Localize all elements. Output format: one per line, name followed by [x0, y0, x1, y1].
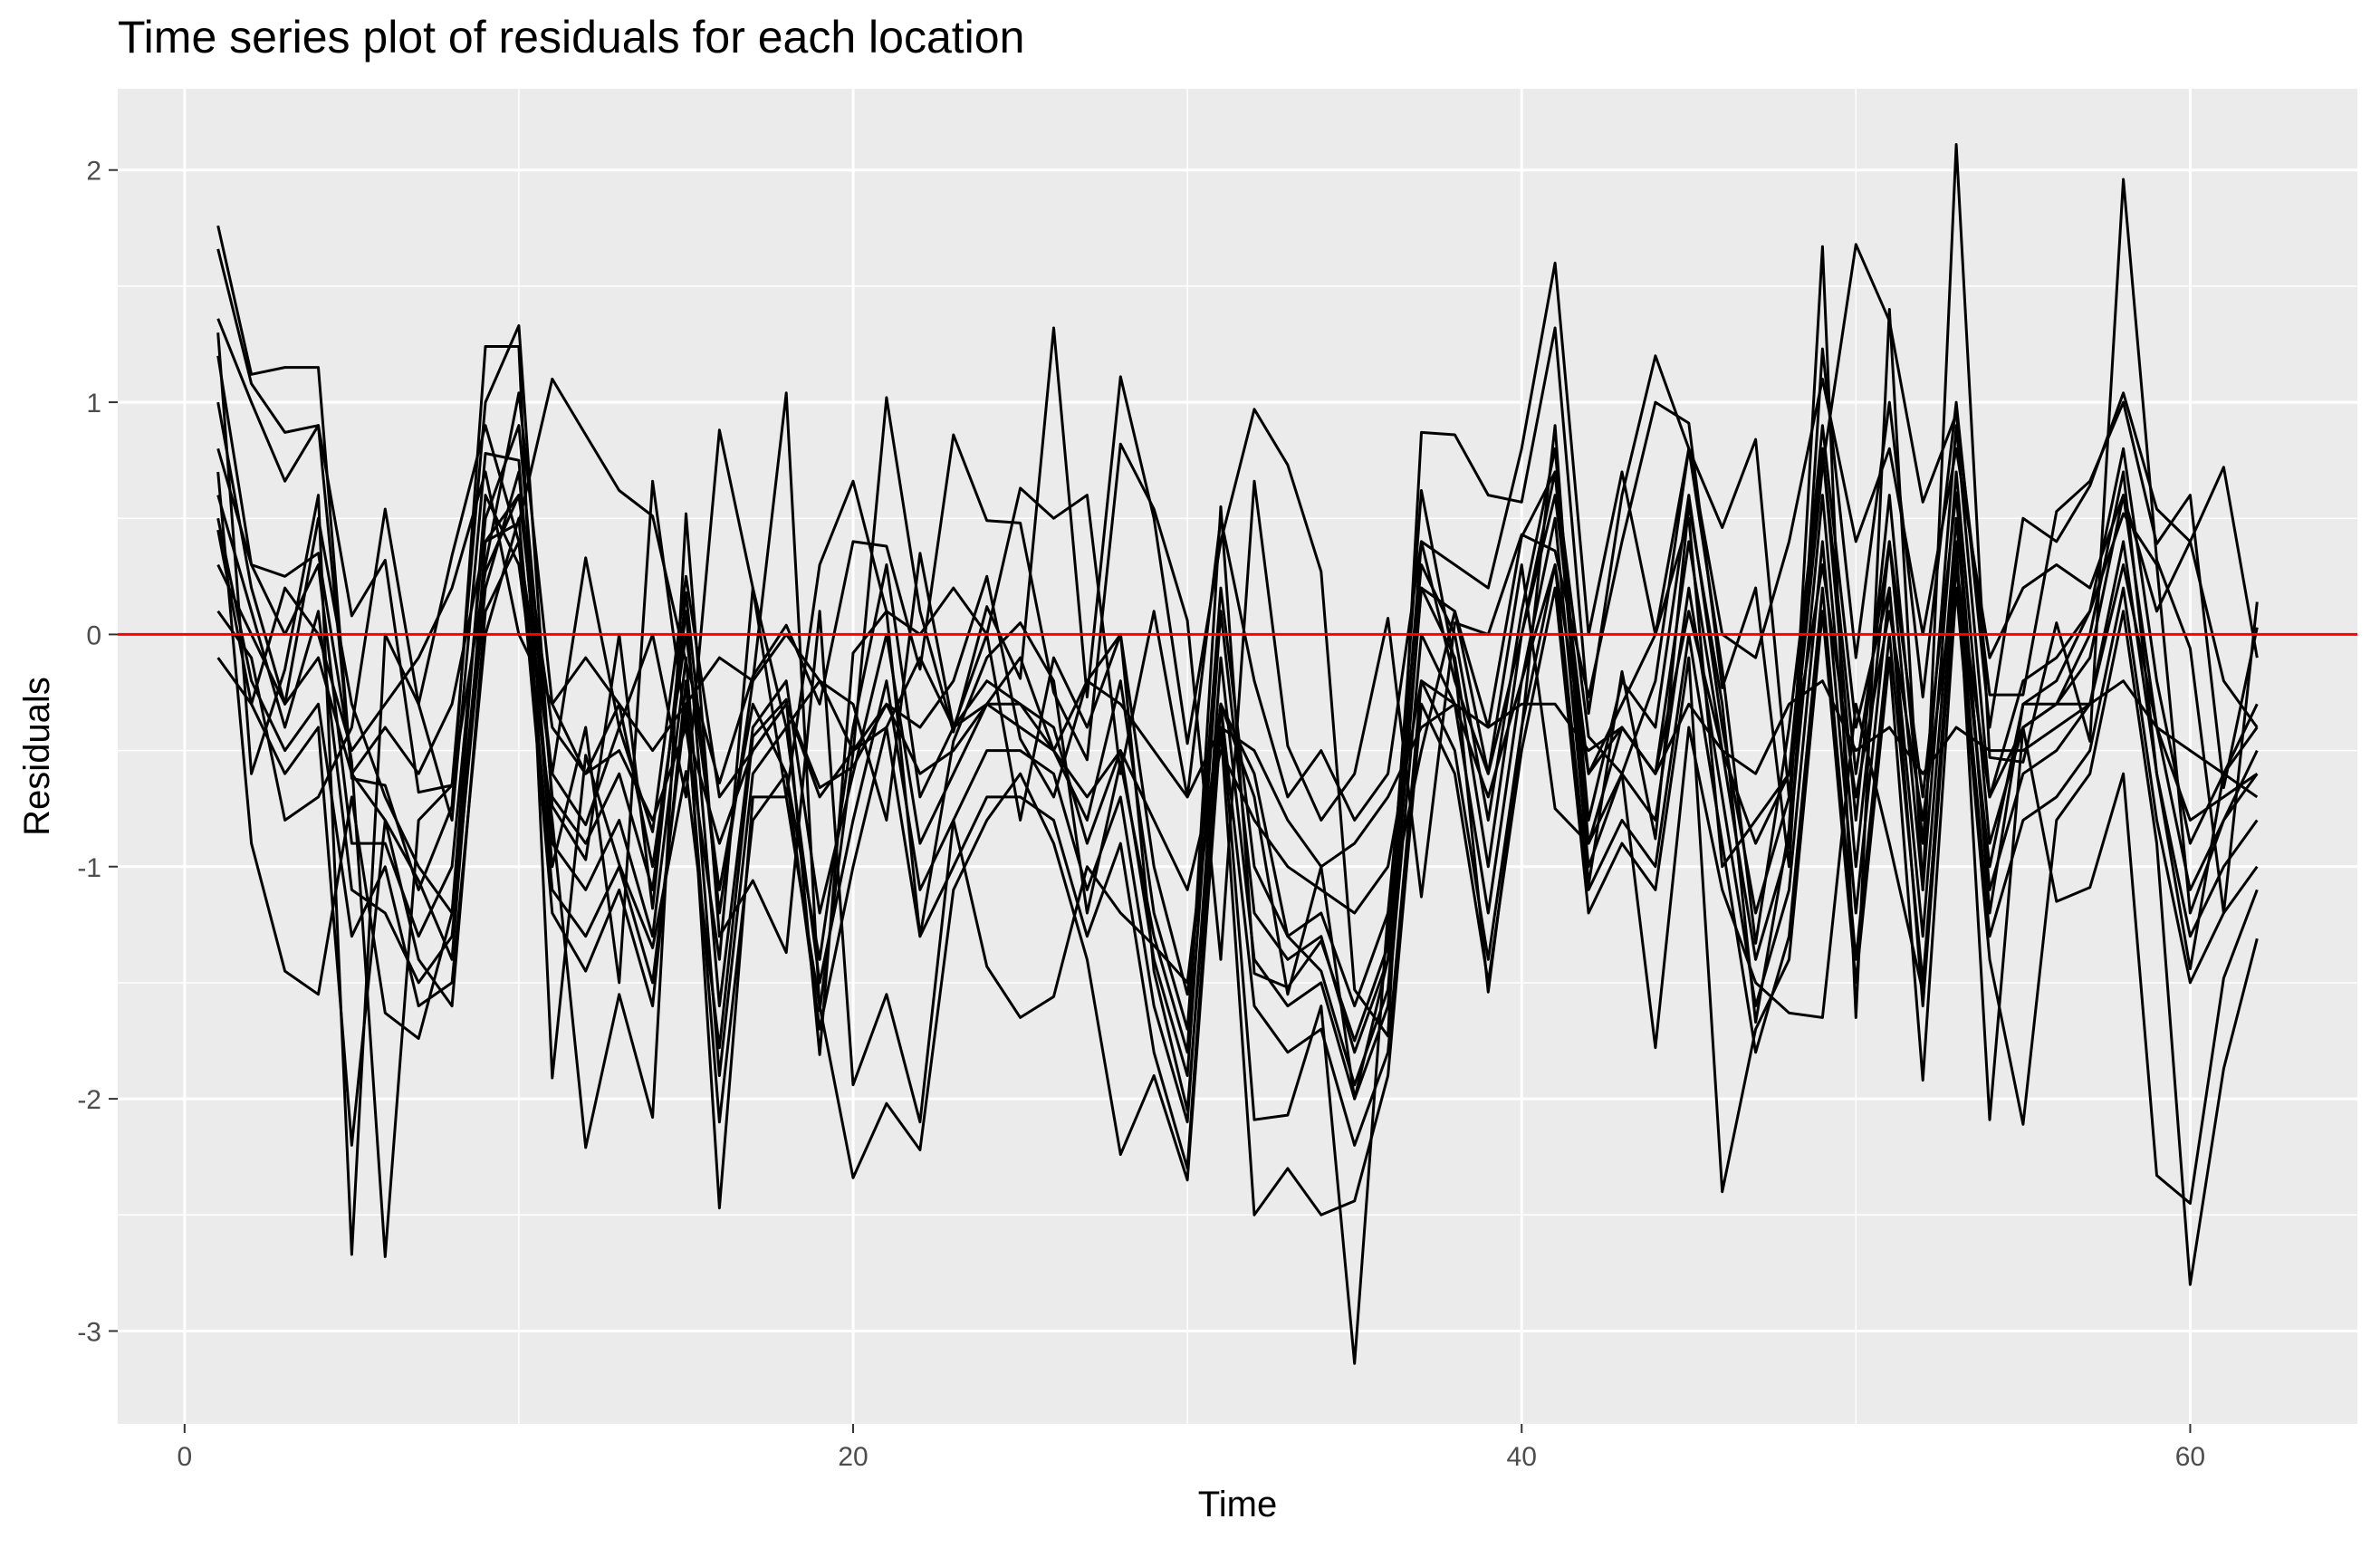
y-axis: -3 -2 -1 0 1 2 — [77, 157, 118, 1347]
series-line-9 — [216, 516, 2259, 1170]
series-line-7 — [216, 424, 2259, 1077]
x-tick-label: 20 — [838, 1442, 868, 1472]
series-lines — [216, 143, 2259, 1365]
y-axis-title: Residuals — [17, 677, 57, 836]
y-tick-label: 2 — [86, 157, 101, 187]
y-tick-label: -1 — [77, 853, 101, 883]
y-tick-label: -3 — [77, 1317, 101, 1347]
x-tick-label: 60 — [2175, 1442, 2205, 1472]
series-line-11 — [216, 471, 2259, 1365]
x-tick-label: 40 — [1507, 1442, 1537, 1472]
series-line-14 — [216, 494, 2259, 915]
x-axis-title: Time — [1198, 1485, 1277, 1524]
series-line-12 — [216, 261, 2259, 822]
series-line-8 — [216, 470, 2259, 1124]
y-tick-label: 1 — [86, 389, 101, 418]
x-tick-label: 0 — [177, 1442, 192, 1472]
series-line-2 — [216, 243, 2259, 1038]
y-tick-label: -2 — [77, 1085, 101, 1115]
series-line-13 — [216, 470, 2259, 869]
series-line-10 — [216, 529, 2259, 1286]
x-axis: 0 20 40 60 — [177, 1424, 2205, 1472]
minor-gridlines — [118, 89, 2357, 1424]
chart-title: Time series plot of residuals for each l… — [118, 12, 1025, 62]
y-tick-label: 0 — [86, 620, 101, 650]
